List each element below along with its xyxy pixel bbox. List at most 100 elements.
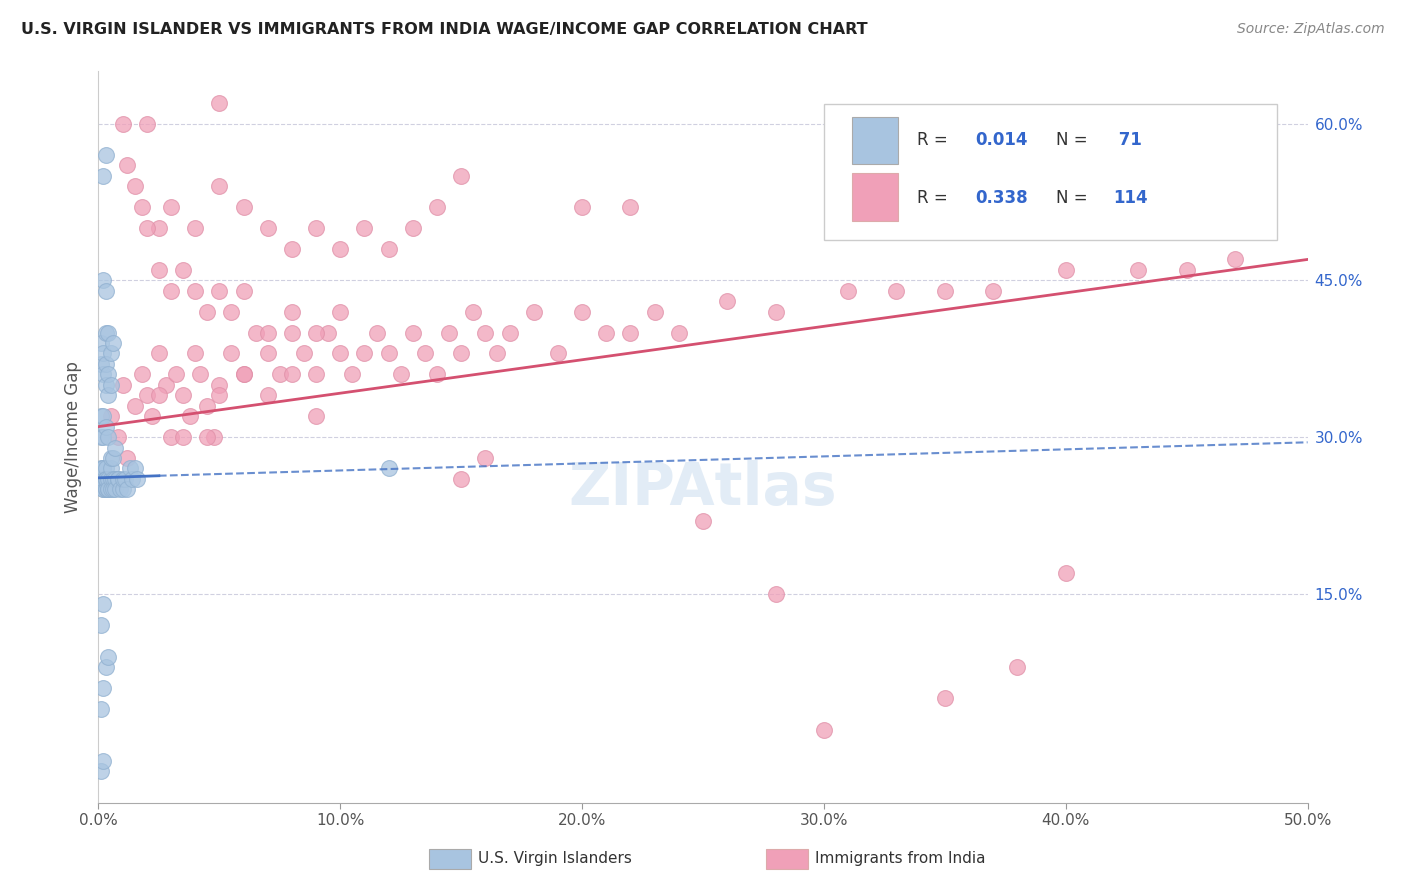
Point	[934, 691, 956, 706]
Point	[91, 483, 114, 497]
Point	[94, 326, 117, 340]
Point	[111, 117, 134, 131]
Point	[94, 483, 117, 497]
Point	[90, 764, 112, 779]
Point	[208, 179, 231, 194]
Point	[292, 346, 315, 360]
Point	[90, 336, 112, 351]
Point	[813, 723, 835, 737]
Point	[111, 472, 134, 486]
Point	[97, 430, 120, 444]
Point	[886, 284, 908, 298]
Point	[97, 326, 120, 340]
Point	[91, 368, 114, 382]
Point	[124, 461, 146, 475]
Point	[155, 377, 177, 392]
Point	[117, 483, 139, 497]
Point	[124, 399, 146, 413]
Point	[104, 483, 127, 497]
Bar	[852, 117, 897, 164]
Point	[118, 461, 141, 475]
Point	[305, 409, 328, 424]
Point	[165, 368, 187, 382]
Point	[91, 409, 114, 424]
Point	[716, 294, 738, 309]
Point	[91, 597, 114, 611]
Point	[316, 326, 339, 340]
Point	[97, 388, 120, 402]
Text: 0.338: 0.338	[976, 188, 1028, 207]
Point	[135, 117, 157, 131]
Point	[450, 169, 472, 183]
Point	[184, 221, 207, 235]
Point	[90, 409, 112, 424]
Point	[934, 284, 956, 298]
Point	[486, 346, 509, 360]
Point	[97, 483, 120, 497]
Point	[111, 483, 134, 497]
Text: Source: ZipAtlas.com: Source: ZipAtlas.com	[1237, 22, 1385, 37]
Point	[1175, 263, 1198, 277]
Point	[208, 388, 231, 402]
Point	[91, 346, 114, 360]
Point	[172, 263, 194, 277]
Point	[91, 754, 114, 768]
Point	[172, 388, 194, 402]
Text: R =: R =	[917, 188, 953, 207]
Point	[148, 263, 170, 277]
Point	[1007, 660, 1029, 674]
Point	[94, 461, 117, 475]
Point	[91, 472, 114, 486]
Point	[90, 702, 112, 716]
Point	[305, 326, 328, 340]
Text: 71: 71	[1114, 131, 1142, 149]
Point	[221, 346, 243, 360]
Point	[765, 304, 787, 318]
Bar	[852, 173, 897, 220]
Point	[104, 441, 127, 455]
Point	[91, 461, 114, 475]
Point	[281, 242, 304, 256]
Point	[100, 450, 122, 465]
Text: 114: 114	[1114, 188, 1147, 207]
Point	[90, 430, 112, 444]
Point	[437, 326, 460, 340]
Point	[644, 304, 666, 318]
Point	[100, 409, 122, 424]
Point	[94, 472, 117, 486]
Point	[160, 200, 183, 214]
Point	[402, 221, 425, 235]
Point	[172, 430, 194, 444]
Point	[107, 472, 129, 486]
Point	[91, 483, 114, 497]
Point	[94, 357, 117, 371]
Point	[91, 273, 114, 287]
Point	[204, 430, 226, 444]
Point	[342, 368, 364, 382]
Text: U.S. VIRGIN ISLANDER VS IMMIGRANTS FROM INDIA WAGE/INCOME GAP CORRELATION CHART: U.S. VIRGIN ISLANDER VS IMMIGRANTS FROM …	[21, 22, 868, 37]
Point	[426, 200, 449, 214]
Point	[1054, 263, 1077, 277]
Point	[281, 368, 304, 382]
Point	[547, 346, 569, 360]
Point	[402, 326, 425, 340]
Point	[94, 472, 117, 486]
Point	[94, 660, 117, 674]
Point	[195, 399, 218, 413]
Point	[91, 681, 114, 695]
Point	[97, 649, 120, 664]
Point	[124, 179, 146, 194]
Point	[208, 284, 231, 298]
Point	[498, 326, 520, 340]
Point	[837, 284, 859, 298]
Point	[94, 419, 117, 434]
Text: Immigrants from India: Immigrants from India	[815, 851, 986, 865]
Point	[100, 483, 122, 497]
Point	[100, 377, 122, 392]
Point	[184, 284, 207, 298]
Text: 0.014: 0.014	[976, 131, 1028, 149]
Point	[256, 221, 278, 235]
Point	[269, 368, 291, 382]
Point	[90, 618, 112, 632]
Point	[101, 472, 124, 486]
